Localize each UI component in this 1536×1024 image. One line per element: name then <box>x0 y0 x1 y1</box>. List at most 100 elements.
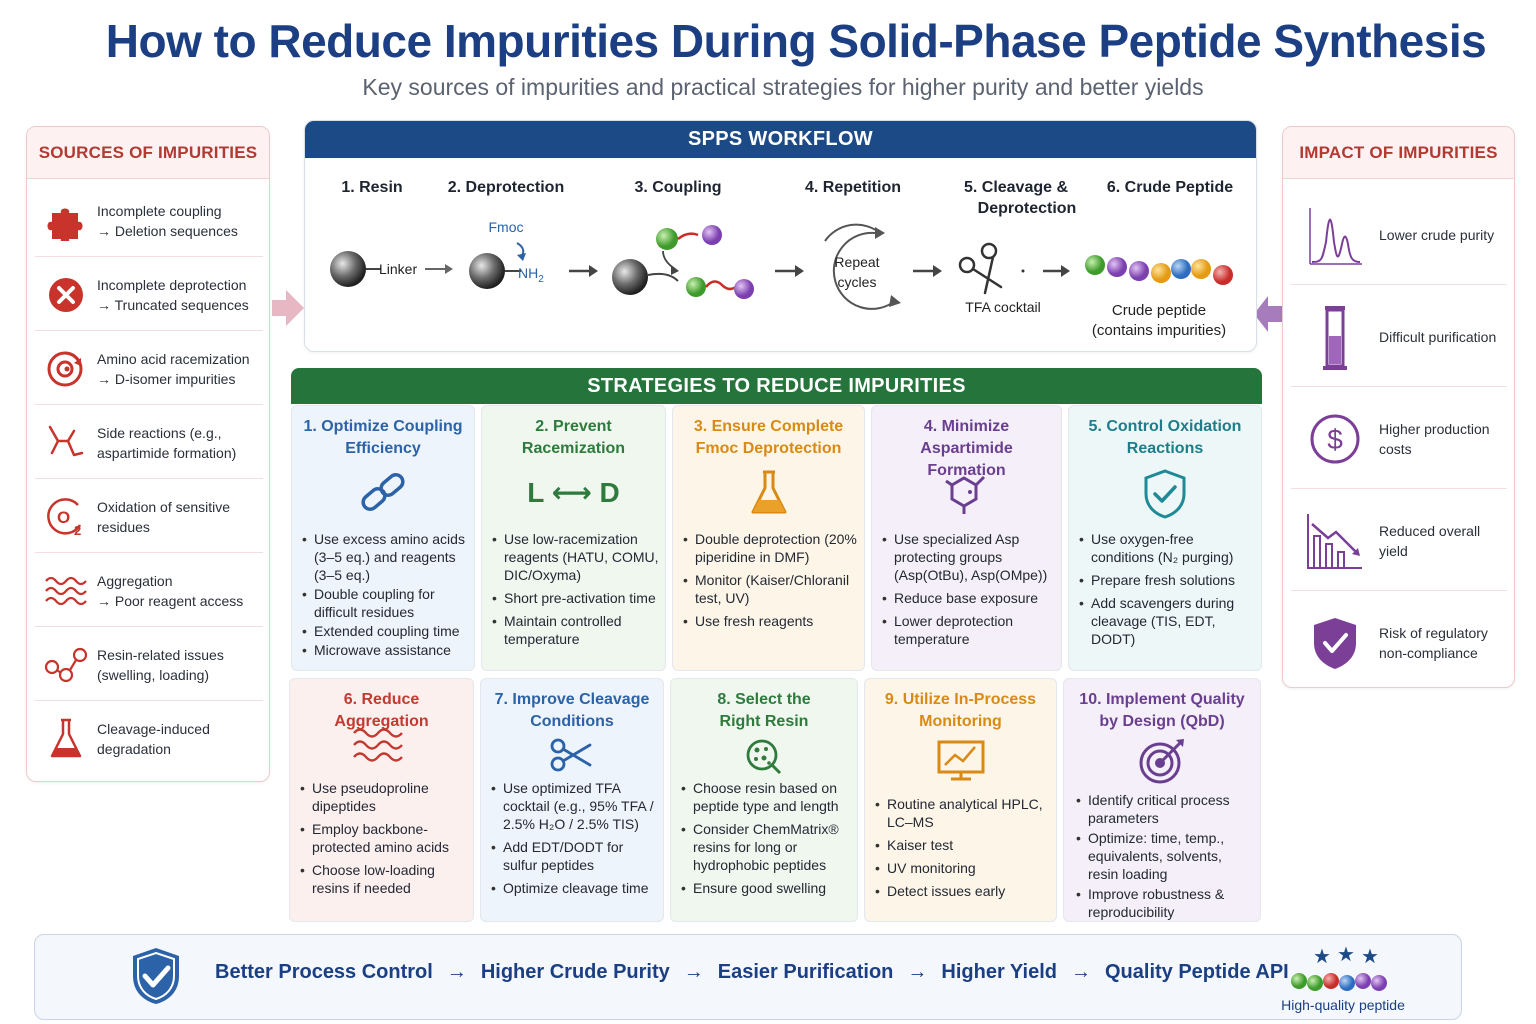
impact-item: $ Higher production costs <box>1291 389 1507 489</box>
high-quality-peptide-label: High-quality peptide <box>1281 997 1405 1013</box>
ring-molecule-icon <box>872 468 1061 518</box>
flow-arrow: → <box>907 961 928 983</box>
monitor-chart-icon <box>865 739 1056 783</box>
sources-panel: SOURCES OF IMPURITIES Incomplete couplin… <box>26 126 270 782</box>
shield-check-icon <box>1069 468 1261 520</box>
card-bullets: Use pseudoproline dipeptides Employ back… <box>300 779 467 902</box>
crude-peptide-label: Crude peptide (contains impurities) <box>1091 302 1227 339</box>
resin-beads-icon <box>35 645 97 685</box>
flask-icon <box>673 468 864 518</box>
flow-step: Better Process Control <box>215 961 433 983</box>
impact-item: Lower crude purity <box>1291 185 1507 285</box>
step-coupling: 3. Coupling <box>634 179 722 196</box>
source-item: Amino acid racemization → D-isomer impuri… <box>35 333 263 405</box>
flow-arrow: → <box>446 961 467 983</box>
flask-icon <box>35 716 97 762</box>
card-bullets: Use excess amino acids (3–5 eq.) and rea… <box>302 530 468 664</box>
sources-arrow-icon <box>272 290 304 326</box>
strategies-heading: STRATEGIES TO REDUCE IMPURITIES <box>291 368 1262 404</box>
chain-link-icon <box>292 470 474 516</box>
card-title: 6. Reduce Aggregation <box>334 691 429 730</box>
impact-item: Reduced overall yield <box>1291 491 1507 591</box>
card-title: 10. Implement Quality by Design (QbD) <box>1079 691 1245 730</box>
card-bullets: Routine analytical HPLC, LC–MS Kaiser te… <box>875 795 1050 905</box>
card-bullets: Use low-racemization reagents (HATU, COM… <box>492 530 659 653</box>
resin-bead-icon <box>671 737 857 777</box>
repeat-cycles-label: Repeat cycles <box>834 254 880 290</box>
card-title: 4. Minimize Aspartimide Formation <box>920 418 1013 479</box>
scissors-icon <box>481 737 663 773</box>
tfa-cocktail-label: TFA cocktail <box>965 299 1041 315</box>
card-bullets: Use oxygen-free conditions (N₂ purging) … <box>1079 530 1255 653</box>
card-title: 7. Improve Cleavage Conditions <box>494 691 650 730</box>
spps-workflow-panel: SPPS WORKFLOW 1. Resin 2. Deprotection 3… <box>304 120 1257 352</box>
shield-check-icon <box>129 945 183 1012</box>
flow-arrow: → <box>683 961 704 983</box>
flow-step: Easier Purification <box>717 961 894 983</box>
racemization-icon <box>35 348 97 390</box>
crude-peptide-chain <box>1085 255 1233 285</box>
outcome-banner: Better Process Control → Higher Crude Pu… <box>34 934 1462 1020</box>
workflow-heading: SPPS WORKFLOW <box>305 121 1256 158</box>
source-item: Incomplete coupling → Deletion sequences <box>35 185 263 257</box>
card-title: 8. Select the Right Resin <box>717 691 811 730</box>
svg-text:$: $ <box>1327 424 1343 455</box>
nh2-label: NH2 <box>518 265 544 285</box>
x-circle-icon <box>35 275 97 315</box>
step-cleavage: 5. Cleavage & Deprotection <box>963 179 1077 217</box>
column-icon <box>1291 302 1379 372</box>
source-item: Resin-related issues (swelling, loading) <box>35 629 263 701</box>
flow-arrow: → <box>1070 961 1091 983</box>
high-quality-peptide-icon: ★ ★ ★ <box>1291 943 1387 991</box>
shield-check-icon <box>1291 615 1379 671</box>
card-title: 2. Prevent Racemization <box>521 418 626 457</box>
source-item: Incomplete deprotection → Truncated seque… <box>35 259 263 331</box>
impact-panel: IMPACT OF IMPURITIES Lower crude purity … <box>1282 126 1515 688</box>
branch-molecule-icon <box>35 421 97 465</box>
l-to-d-icon: L ⟷ D <box>527 477 620 508</box>
source-item: Cleavage-induced degradation <box>35 703 263 775</box>
source-item: Aggregation → Poor reagent access <box>35 555 263 627</box>
star-icon: ★ <box>1313 944 1331 968</box>
step-crude-peptide: 6. Crude Peptide <box>1106 179 1234 196</box>
star-icon: ★ <box>1337 943 1355 966</box>
target-icon <box>1064 737 1260 785</box>
flow-step: Higher Crude Purity <box>480 961 670 983</box>
flow-step: Quality Peptide API <box>1104 961 1289 983</box>
card-title: 1. Optimize Coupling Efficiency <box>303 418 463 457</box>
scissors-icon <box>958 242 1003 295</box>
step-deprotection: 2. Deprotection <box>447 179 565 196</box>
fmoc-label: Fmoc <box>488 219 524 235</box>
strategy-card-6: 6. Reduce Aggregation Use pseudoproline … <box>289 678 474 922</box>
page-subtitle: Key sources of impurities and practical … <box>362 74 1204 100</box>
card-bullets: Identify critical process parameters Opt… <box>1076 791 1254 923</box>
card-bullets: Use specialized Asp protecting groups (A… <box>882 530 1055 653</box>
flow-step: Higher Yield <box>941 961 1057 983</box>
impact-arrow-icon <box>1254 296 1282 332</box>
impact-heading: IMPACT OF IMPURITIES <box>1283 127 1514 179</box>
workflow-illustration <box>330 223 1233 310</box>
wave-icon <box>35 571 97 611</box>
card-title: 3. Ensure Complete Fmoc Deprotection <box>693 418 844 457</box>
outcome-flow: Better Process Control → Higher Crude Pu… <box>215 961 1289 984</box>
declining-chart-icon <box>1291 510 1379 572</box>
card-bullets: Choose resin based on peptide type and l… <box>681 779 851 902</box>
step-repetition: 4. Repetition <box>804 179 901 196</box>
card-title: 9. Utilize In-Process Monitoring <box>884 691 1037 730</box>
impact-item: Risk of regulatory non-compliance <box>1291 593 1507 693</box>
svg-text:2: 2 <box>74 523 81 538</box>
dollar-icon: $ <box>1291 412 1379 466</box>
star-icon: ★ <box>1361 944 1379 968</box>
impact-item: Difficult purification <box>1291 287 1507 387</box>
card-bullets: Double deprotection (20% piperidine in D… <box>683 530 858 635</box>
svg-text:O: O <box>57 508 70 527</box>
